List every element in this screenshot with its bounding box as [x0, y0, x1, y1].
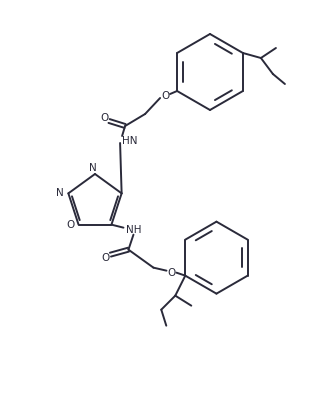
- Text: O: O: [66, 220, 75, 230]
- Text: O: O: [101, 253, 110, 263]
- Text: N: N: [89, 163, 97, 173]
- Text: O: O: [161, 91, 169, 101]
- Text: N: N: [56, 188, 64, 198]
- Text: HN: HN: [122, 136, 138, 146]
- Text: O: O: [100, 113, 108, 123]
- Text: O: O: [167, 268, 176, 278]
- Text: NH: NH: [126, 225, 141, 235]
